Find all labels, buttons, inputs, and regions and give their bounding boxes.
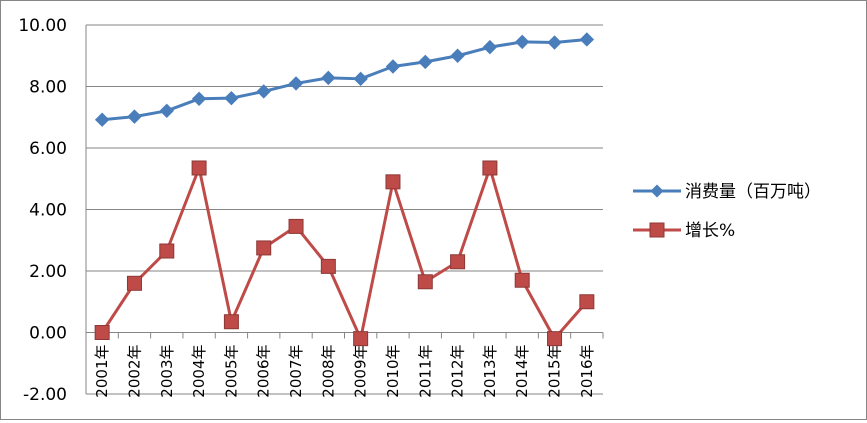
- y-tick-label: 4.00: [29, 201, 67, 221]
- data-point-diamond: [482, 39, 498, 55]
- data-point-diamond: [159, 103, 174, 119]
- series-line-growth: [100, 166, 588, 341]
- y-tick-label: 8.00: [29, 78, 67, 98]
- data-point-square: [579, 294, 595, 310]
- data-point-square: [159, 243, 175, 259]
- data-point-diamond: [385, 59, 401, 74]
- legend-marker-diamond: [650, 184, 664, 198]
- x-tick-label: 2008年: [319, 345, 337, 398]
- x-axis-tick-labels: 2001年 2002年 2003年 2004年 2005年 2006年 2007年 2008年…: [93, 345, 596, 398]
- x-tick-label: 2012年: [449, 345, 467, 398]
- data-point-square: [514, 272, 530, 288]
- data-point-diamond: [127, 109, 142, 124]
- data-point-diamond: [94, 112, 110, 127]
- data-point-diamond: [515, 34, 530, 50]
- legend-item-growth: 增长%: [633, 221, 735, 241]
- data-point-diamond: [224, 90, 239, 106]
- series-line-consumption: [102, 37, 587, 122]
- x-tick-label: 2010年: [384, 345, 402, 398]
- data-point-square: [482, 160, 498, 176]
- data-point-diamond: [256, 84, 271, 99]
- x-tick-label: 2007年: [287, 345, 305, 398]
- data-point-diamond: [191, 91, 207, 107]
- legend-label-growth: 增长%: [685, 221, 735, 241]
- data-point-square: [417, 274, 433, 290]
- data-point-diamond: [418, 54, 433, 70]
- y-tick-label: 0.00: [29, 324, 67, 344]
- y-tick-label: 10.00: [18, 16, 67, 36]
- x-tick-label: 2005年: [222, 345, 240, 398]
- data-point-diamond: [547, 35, 562, 50]
- x-tick-label: 2011年: [416, 345, 434, 398]
- data-point-diamond: [288, 76, 304, 91]
- data-point-diamond: [450, 48, 465, 63]
- data-point-square: [547, 331, 563, 347]
- x-tick-label: 2014年: [513, 345, 531, 398]
- y-tick-label: 6.00: [29, 139, 67, 159]
- data-point-square: [191, 160, 207, 176]
- legend: 消费量（百万吨） 增长%: [633, 182, 821, 241]
- x-tick-label: 2013年: [481, 345, 499, 398]
- data-point-square: [126, 275, 142, 291]
- data-point-square: [353, 331, 369, 347]
- data-point-square: [256, 240, 272, 256]
- data-point-square: [223, 314, 239, 330]
- y-tick-label: 2.00: [29, 262, 67, 282]
- legend-label-consumption: 消费量（百万吨）: [685, 182, 821, 202]
- x-tick-label: 2002年: [125, 345, 143, 398]
- data-point-square: [320, 258, 336, 274]
- data-series: [94, 32, 595, 347]
- x-tick-label: 2015年: [546, 345, 564, 398]
- gridlines: [86, 24, 603, 395]
- data-point-diamond: [321, 70, 336, 86]
- y-axis-tick-labels: -2.00 0.00 2.00 4.00 6.00 8.00 10.00: [18, 16, 67, 405]
- x-tick-label: 2009年: [352, 345, 370, 398]
- x-tick-label: 2001年: [93, 345, 111, 398]
- x-tick-label: 2016年: [578, 345, 596, 398]
- axes: [85, 25, 604, 394]
- legend-item-consumption: 消费量（百万吨）: [633, 182, 821, 202]
- data-point-square: [288, 218, 304, 234]
- data-point-square: [94, 325, 110, 340]
- x-tick-label: 2006年: [255, 345, 273, 398]
- y-tick-label: -2.00: [23, 385, 67, 405]
- data-point-diamond: [579, 32, 595, 47]
- data-point-square: [450, 254, 466, 270]
- x-tick-label: 2004年: [190, 345, 208, 398]
- data-point-diamond: [353, 71, 368, 87]
- legend-marker-square: [649, 222, 665, 238]
- x-tick-label: 2003年: [158, 345, 176, 398]
- data-point-square: [385, 174, 401, 190]
